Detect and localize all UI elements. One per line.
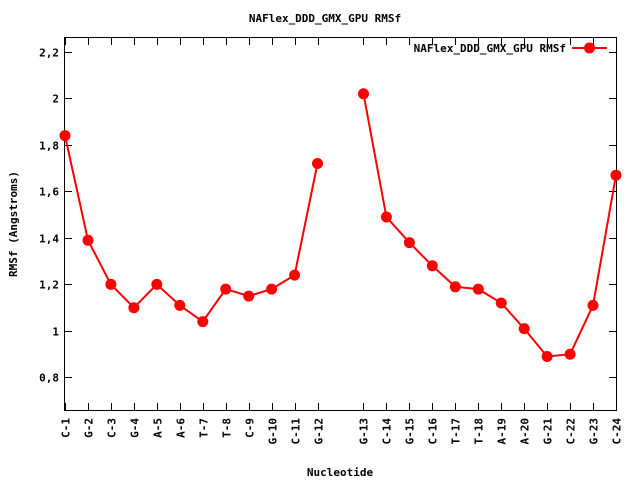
x-tick-label: C-9 [244,418,257,438]
data-point [426,260,438,272]
x-tick-label: G-10 [267,418,280,445]
legend: NAFlex_DDD_GMX_GPU RMSf [414,42,607,55]
data-point [380,211,392,223]
x-tick-label: A-20 [519,418,532,445]
y-tick-label: 2 [52,93,59,106]
x-tick-label: G-13 [358,418,371,445]
legend-marker-sample [584,42,595,54]
data-point [289,269,301,281]
data-point [541,351,553,362]
x-axis: C-1 G-2 C-3 G-4 A-5 A-6 T-7 T-8 C-9 G-10 C-11 G-12 G… [60,38,624,445]
y-axis-label: RMSf (Angstroms) [7,171,20,277]
plot-frame [64,37,617,411]
x-tick-label: C-24 [611,418,624,445]
y-axis: 0,8 1 1,2 1,4 1,6 1,8 2 2,2 [39,47,616,385]
x-tick-label: C-22 [565,418,578,445]
y-tick-label: 1,8 [39,140,59,153]
x-tick-label: G-12 [313,418,326,445]
x-axis-label: Nucleotide [307,466,374,479]
y-tick-label: 2,2 [39,47,59,60]
data-point [495,297,507,309]
x-tick-label: T-8 [221,418,234,438]
x-tick-label: G-15 [404,418,417,445]
series-points [59,88,622,362]
data-point [59,130,71,142]
x-tick-label: G-21 [542,418,555,445]
y-tick-label: 1 [52,326,59,339]
data-point [151,278,163,290]
series-line-segment [362,93,617,358]
data-point [105,278,117,290]
series-line-segment [64,135,319,323]
x-tick-label: T-18 [473,418,486,445]
y-tick-label: 0,8 [39,372,59,385]
data-point [518,323,530,335]
x-tick-label: C-16 [427,418,440,445]
series-lines [64,93,617,358]
chart-title: NAFlex_DDD_GMX_GPU RMSf [249,12,401,25]
x-tick-label: T-17 [450,418,463,445]
data-point [312,158,323,169]
data-point [82,234,94,246]
x-tick-label: A-6 [175,418,188,438]
data-point [266,283,278,295]
data-point [587,299,599,311]
y-tick-label: 1,2 [39,279,59,292]
x-tick-label: G-2 [83,418,96,438]
x-tick-label: T-7 [198,418,211,438]
x-tick-label: G-4 [129,418,142,438]
data-point [220,283,232,295]
y-tick-label: 1,4 [39,233,59,246]
data-point [243,290,255,302]
data-point [358,88,369,100]
x-tick-label: G-23 [588,418,601,445]
x-tick-label: A-19 [496,418,509,445]
data-point [564,348,576,360]
x-tick-label: A-5 [152,418,165,438]
data-point [472,283,484,295]
data-point [174,299,186,311]
data-point [128,302,140,314]
x-tick-label: C-11 [290,418,303,445]
legend-label: NAFlex_DDD_GMX_GPU RMSf [414,42,566,55]
data-point [197,316,209,328]
x-tick-label: C-1 [60,418,73,438]
data-point [403,237,415,249]
data-point [449,281,461,293]
y-tick-label: 1,6 [39,186,59,199]
x-tick-label: C-14 [381,418,394,445]
x-tick-label: C-3 [106,418,119,438]
data-point [610,169,622,181]
